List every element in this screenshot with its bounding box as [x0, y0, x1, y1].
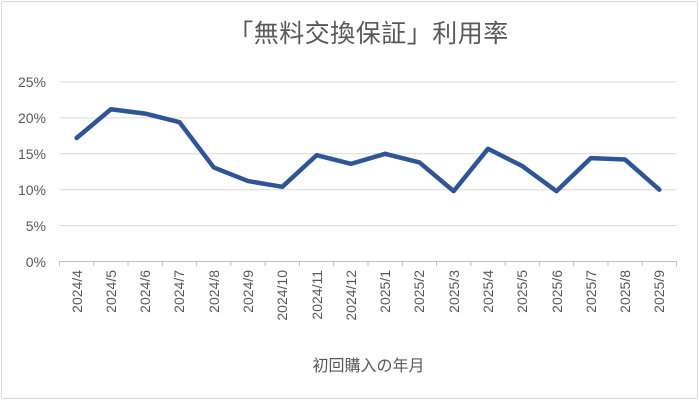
x-axis-title: 初回購入の年月 — [312, 358, 425, 375]
x-axis-tick-label: 2024/12 — [342, 270, 359, 321]
x-axis-tick-label: 2025/9 — [651, 270, 668, 313]
x-axis-tick-label: 2025/4 — [479, 270, 496, 313]
series-line — [74, 107, 662, 194]
y-axis-tick-label: 15% — [17, 145, 46, 162]
x-axis-tick-label: 2025/2 — [411, 270, 428, 313]
x-axis-tick-label: 2024/4 — [68, 270, 85, 313]
x-axis-tick-label: 2025/8 — [617, 270, 634, 313]
x-axis-tick-label: 2024/5 — [102, 270, 119, 313]
x-axis-tick-label: 2025/3 — [445, 270, 462, 313]
y-axis-tick-label: 10% — [17, 181, 46, 198]
chart-title: 「無料交換保証」利用率 — [228, 20, 509, 48]
x-axis-tick-label: 2024/10 — [274, 270, 291, 321]
x-axis-tick-label: 2024/7 — [171, 270, 188, 313]
x-axis-tick-label: 2025/1 — [377, 270, 394, 313]
x-axis-tick-label: 2024/9 — [240, 270, 257, 313]
y-axis-tick-label: 0% — [25, 253, 46, 270]
x-axis-tick-label: 2024/11 — [308, 270, 325, 320]
x-axis-tick-label: 2025/7 — [582, 270, 599, 313]
x-axis-tick-label: 2024/6 — [137, 270, 154, 313]
x-axis-tick-label: 2025/5 — [514, 270, 531, 313]
y-axis-tick-label: 25% — [17, 74, 46, 90]
y-axis-tick-label: 5% — [25, 217, 46, 234]
y-axis-tick-label: 20% — [17, 109, 46, 126]
x-axis-tick-label: 2024/8 — [205, 270, 222, 313]
x-axis-tick-label: 2025/6 — [548, 270, 565, 313]
